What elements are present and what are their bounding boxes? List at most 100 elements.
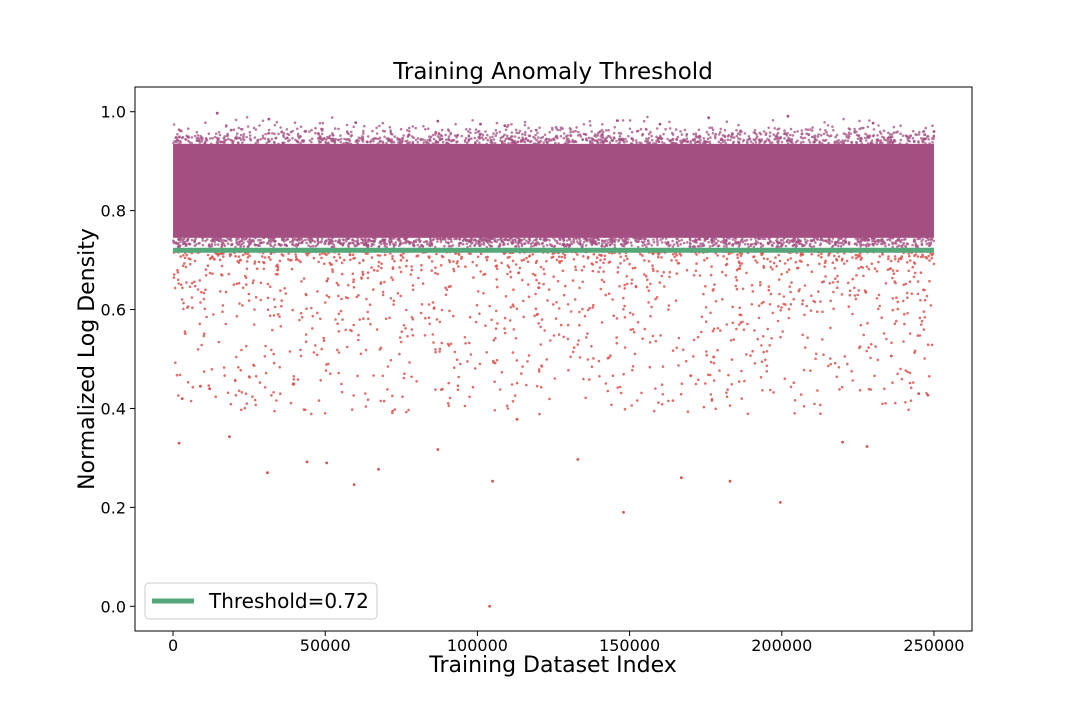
anomaly-point <box>819 300 822 303</box>
anomaly-point <box>333 255 336 259</box>
normal-point <box>768 134 772 138</box>
normal-point <box>490 244 494 248</box>
anomaly-point <box>694 382 698 386</box>
normal-point <box>354 121 358 124</box>
normal-point <box>754 141 758 144</box>
normal-point <box>299 125 303 129</box>
anomaly-point <box>803 313 806 317</box>
anomaly-point <box>514 263 518 266</box>
normal-point <box>869 141 873 145</box>
anomaly-point <box>222 255 225 258</box>
anomaly-point <box>440 254 444 258</box>
anomaly-point <box>718 369 721 372</box>
normal-point <box>447 142 450 146</box>
anomaly-point <box>411 284 415 287</box>
normal-point <box>392 245 396 248</box>
anomaly-point <box>891 269 895 272</box>
normal-point <box>516 140 520 143</box>
anomaly-point <box>272 314 276 317</box>
normal-point <box>818 243 822 247</box>
anomaly-point <box>317 260 320 264</box>
anomaly-point <box>906 296 909 300</box>
normal-point <box>269 244 273 247</box>
anomaly-point <box>292 382 296 386</box>
anomaly-point <box>916 255 920 258</box>
anomaly-point <box>330 263 333 266</box>
anomaly-point <box>312 256 316 260</box>
anomaly-point <box>686 410 690 414</box>
normal-point <box>892 131 896 134</box>
anomaly-point <box>778 259 782 263</box>
normal-point <box>592 241 595 245</box>
normal-point <box>328 238 331 242</box>
normal-point <box>899 138 903 142</box>
anomaly-point <box>716 254 719 257</box>
anomaly-point <box>631 368 634 372</box>
anomaly-point <box>417 276 420 280</box>
anomaly-point <box>207 384 210 387</box>
normal-point <box>875 243 879 246</box>
anomaly-point <box>326 277 330 280</box>
normal-point <box>731 132 734 135</box>
normal-point <box>654 141 658 145</box>
anomaly-point <box>329 372 332 376</box>
normal-point <box>284 137 288 140</box>
normal-point <box>678 239 681 243</box>
anomaly-point <box>202 291 206 295</box>
normal-point <box>568 140 571 143</box>
anomaly-point <box>616 386 619 389</box>
anomaly-point <box>923 357 926 360</box>
anomaly-point <box>543 329 546 332</box>
normal-point <box>828 242 832 245</box>
anomaly-point <box>599 287 603 291</box>
normal-point <box>537 140 540 143</box>
anomaly-point <box>837 255 841 258</box>
anomaly-point <box>366 276 370 280</box>
anomaly-point <box>468 395 471 399</box>
normal-point <box>692 138 695 141</box>
anomaly-point <box>545 260 548 263</box>
normal-point <box>308 139 312 142</box>
anomaly-point <box>713 283 716 286</box>
anomaly-point <box>815 310 819 314</box>
normal-point <box>791 239 795 243</box>
normal-point <box>339 140 343 144</box>
normal-point <box>900 244 903 248</box>
anomaly-point <box>700 315 704 319</box>
anomaly-point <box>859 323 863 327</box>
normal-point <box>928 244 932 247</box>
anomaly-point <box>767 288 771 292</box>
normal-point <box>628 119 632 122</box>
anomaly-point <box>485 351 489 354</box>
normal-point <box>345 138 349 141</box>
normal-point <box>676 135 680 139</box>
normal-point <box>504 238 507 242</box>
anomaly-point <box>803 284 807 287</box>
anomaly-point <box>829 362 832 366</box>
normal-point <box>266 132 270 135</box>
normal-point <box>574 129 577 133</box>
anomaly-point <box>765 370 769 373</box>
normal-point <box>523 140 527 144</box>
normal-point <box>467 130 470 133</box>
anomaly-point <box>202 297 206 301</box>
normal-point <box>389 129 392 132</box>
normal-point <box>178 135 181 138</box>
anomaly-point <box>435 252 438 256</box>
normal-point <box>249 138 253 142</box>
anomaly-point <box>534 292 537 296</box>
normal-point <box>542 245 545 248</box>
normal-point <box>304 130 308 133</box>
normal-point <box>470 237 474 240</box>
anomaly-point <box>897 257 901 261</box>
anomaly-point <box>361 270 365 274</box>
normal-point <box>737 245 741 248</box>
normal-point <box>608 238 611 241</box>
normal-point <box>493 239 497 243</box>
normal-point <box>655 139 658 143</box>
normal-point <box>558 242 562 246</box>
anomaly-point <box>531 253 535 256</box>
anomaly-point <box>235 282 239 286</box>
anomaly-point <box>636 321 640 324</box>
normal-point <box>718 130 722 134</box>
